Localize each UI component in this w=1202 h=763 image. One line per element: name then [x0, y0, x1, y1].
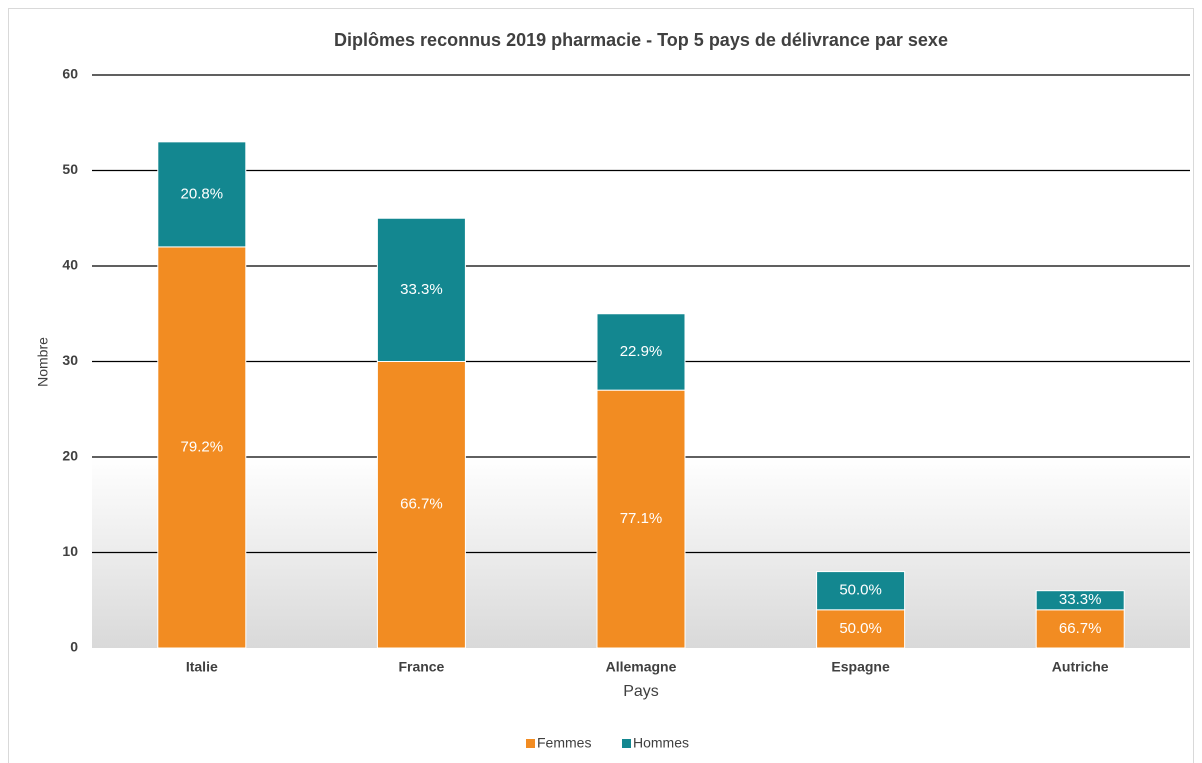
data-label: 50.0% — [839, 620, 882, 637]
data-label: 33.3% — [1059, 591, 1102, 608]
plot: 79.2% 20.8% 66.7% 33.3% 77.1% 22.9% 50.0% 50.0%… — [92, 74, 1190, 649]
data-label: 66.7% — [400, 496, 443, 513]
x-axis-title: Pays — [623, 683, 659, 700]
x-tick-label: Espagne — [831, 659, 890, 675]
y-tick-label: 60 — [62, 66, 78, 82]
data-label: 22.9% — [620, 343, 663, 360]
bar-segment — [376, 217, 466, 362]
chart-title: Diplômes reconnus 2019 pharmacie - Top 5… — [334, 30, 948, 50]
x-tick-label: Autriche — [1052, 659, 1109, 675]
data-label: 20.8% — [181, 185, 224, 202]
data-label: 79.2% — [181, 438, 224, 455]
x-tick-label: France — [398, 659, 444, 675]
bar-segment — [816, 571, 906, 611]
x-tick-label: Allemagne — [606, 659, 677, 675]
x-tick-label: Italie — [186, 659, 218, 675]
y-tick-label: 40 — [62, 257, 78, 273]
legend-swatch — [526, 739, 535, 748]
y-tick-label: 50 — [62, 161, 78, 177]
y-tick-label: 20 — [62, 448, 78, 464]
y-tick-label: 30 — [62, 352, 78, 368]
legend-swatch — [622, 739, 631, 748]
data-label: 66.7% — [1059, 620, 1102, 637]
y-tick-label: 10 — [62, 543, 78, 559]
y-tick-label: 0 — [70, 639, 78, 655]
bar-segment — [157, 141, 247, 248]
legend-label: Femmes — [537, 735, 591, 751]
legend-label: Hommes — [633, 735, 689, 751]
bar-segment — [816, 609, 906, 649]
y-axis-title: Nombre — [35, 337, 51, 387]
bar-segment — [157, 246, 247, 649]
bar-segment — [596, 389, 686, 649]
legend: Femmes Hommes — [526, 735, 689, 751]
bar-segment — [1035, 590, 1125, 611]
data-label: 50.0% — [839, 582, 882, 599]
data-label: 77.1% — [620, 510, 663, 527]
data-label: 33.3% — [400, 281, 443, 298]
bar-segment — [596, 313, 686, 391]
